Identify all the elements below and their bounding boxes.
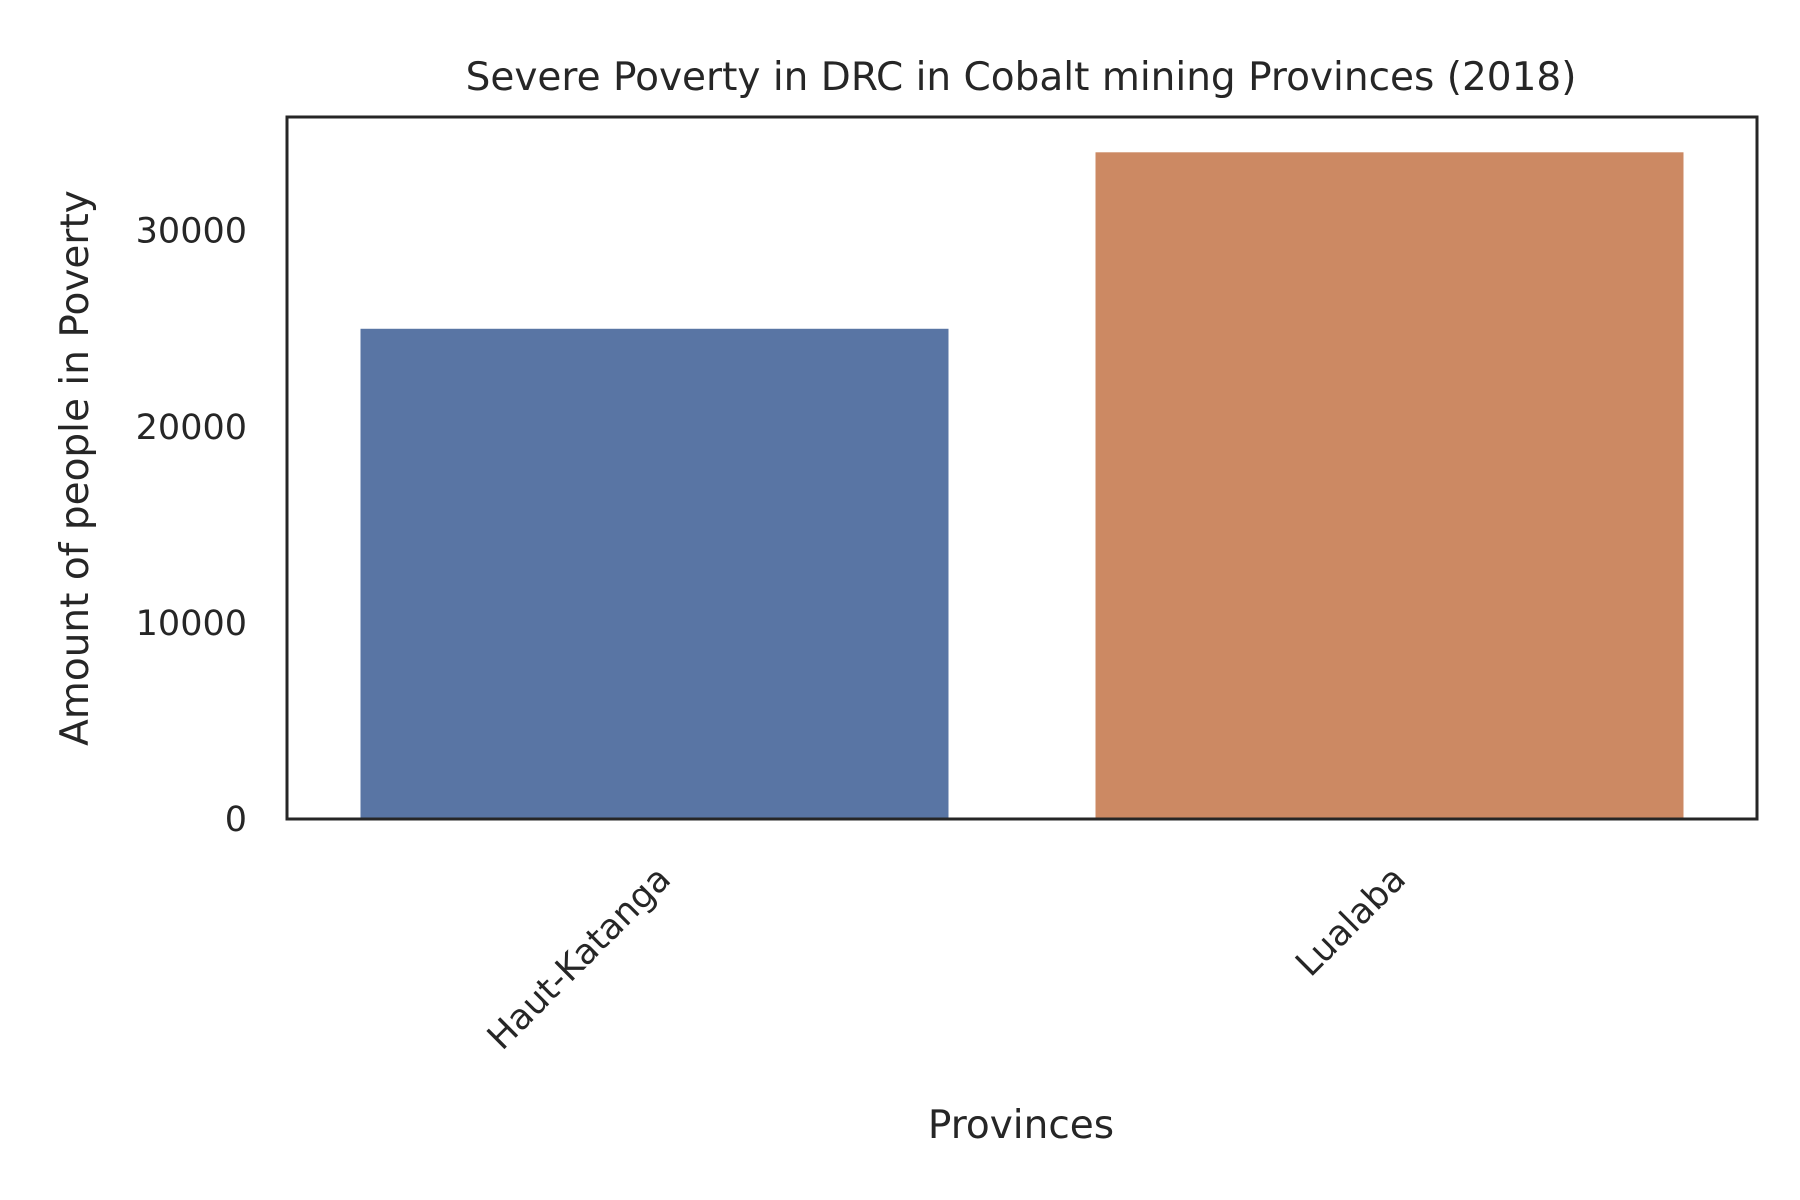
- plot-frame: [285, 115, 1759, 821]
- y-tick-label: 30000: [136, 212, 247, 252]
- x-axis-label: Provinces: [928, 1103, 1114, 1148]
- y-tick-label: 0: [225, 800, 247, 840]
- y-axis-label: Amount of people in Poverty: [53, 190, 98, 746]
- chart-title: Severe Poverty in DRC in Cobalt mining P…: [466, 55, 1577, 100]
- bar-haut-katanga: [360, 328, 949, 819]
- y-tick-label: 20000: [136, 408, 247, 448]
- bars-group: [360, 152, 1684, 820]
- bar-lualaba: [1095, 152, 1684, 820]
- y-tick-label: 10000: [136, 604, 247, 644]
- x-tick-label: Lualaba: [1288, 859, 1413, 984]
- y-axis: 0 10000 20000 30000: [136, 212, 247, 840]
- x-axis: Haut-Katanga Lualaba: [480, 859, 1414, 1058]
- x-tick-label: Haut-Katanga: [480, 859, 679, 1058]
